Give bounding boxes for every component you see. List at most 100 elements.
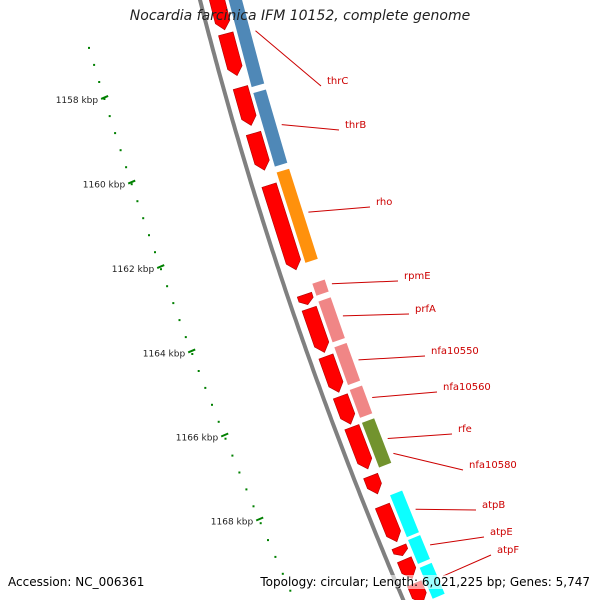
gene-feature — [227, 0, 266, 89]
ruler-dot — [130, 183, 133, 186]
gene-feature — [311, 278, 330, 297]
cds-arrow — [332, 393, 356, 425]
gene-feature — [317, 296, 347, 344]
cds-arrow — [218, 31, 243, 77]
tick-label: 1158 kbp — [56, 96, 99, 106]
cds-arrow — [245, 130, 270, 171]
ruler-dot — [204, 386, 207, 389]
ruler-dot — [217, 420, 220, 423]
genome-backbone — [197, 0, 406, 600]
tick-label: 1164 kbp — [143, 349, 186, 359]
ruler-dot — [125, 166, 128, 169]
gene-label: rfe — [458, 424, 472, 435]
cds-arrow — [318, 353, 344, 393]
cds-arrow — [261, 182, 301, 271]
gene-label: thrC — [327, 76, 348, 87]
ruler-dot — [197, 370, 200, 372]
major-tick — [156, 264, 165, 270]
gene-label: thrB — [345, 120, 366, 131]
ruler-dot — [119, 149, 122, 152]
ruler-dot — [166, 285, 169, 288]
ruler-dot — [245, 488, 248, 491]
major-tick — [220, 432, 229, 438]
major-tick — [187, 348, 196, 354]
gene-label: prfA — [415, 304, 436, 315]
cds-arrow — [397, 556, 417, 580]
backbone-layer — [197, 0, 406, 600]
gene-label: atpF — [497, 545, 519, 556]
gene-label: nfa10580 — [469, 460, 517, 471]
gene-feature — [406, 533, 432, 566]
ruler-dot — [108, 115, 111, 118]
ruler-dot — [289, 589, 292, 592]
gene-callout-line — [281, 124, 340, 131]
ruler-dot — [191, 353, 194, 355]
gene-callout-line — [308, 206, 371, 213]
ruler-dot — [281, 572, 284, 575]
gene-callout-line — [342, 313, 410, 317]
tick-label: 1162 kbp — [112, 265, 155, 275]
ruler-dot — [259, 522, 262, 525]
cds-layer — [209, 0, 427, 600]
ruler-dot — [178, 319, 181, 322]
cds-arrow — [344, 424, 373, 470]
cds-arrow — [209, 0, 231, 31]
ruler-dot — [224, 437, 227, 440]
ruler-dot — [136, 200, 139, 203]
cds-arrow — [391, 543, 409, 557]
ruler-dot — [93, 63, 96, 66]
ruler-dot — [160, 268, 162, 271]
ruler-dot — [142, 217, 145, 220]
ruler-dot — [184, 336, 187, 339]
cds-arrow — [363, 472, 382, 495]
ruler-dot — [114, 132, 117, 135]
ruler-dot — [231, 454, 234, 457]
ruler-dot — [267, 539, 269, 542]
cds-arrow — [375, 502, 401, 543]
gene-callout-line — [331, 280, 399, 285]
tick-label: 1160 kbp — [83, 181, 126, 191]
gene-feature — [275, 167, 320, 265]
gene-label: atpB — [482, 500, 505, 511]
gene-callout-line — [393, 452, 464, 471]
ruler-dot — [148, 234, 150, 237]
ruler-dot — [238, 471, 241, 474]
major-tick — [100, 94, 109, 100]
ruler-dot — [103, 98, 106, 100]
ruler-dot — [252, 505, 255, 508]
gene-callout-line — [255, 30, 322, 87]
gene-callout-line — [387, 433, 453, 439]
gene-feature — [348, 384, 374, 420]
gene-label: rho — [376, 197, 392, 208]
gene-callout-line — [372, 391, 438, 398]
tick-label: 1168 kbp — [211, 518, 254, 528]
ruler-dot — [88, 46, 90, 49]
major-tick — [127, 179, 136, 185]
tick-label: 1166 kbp — [176, 434, 219, 444]
accession-text: Accession: NC_006361 — [8, 575, 145, 589]
gene-label: nfa10560 — [443, 382, 491, 393]
map-title: Nocardia farcinica IFM 10152, complete g… — [129, 8, 471, 24]
gene-feature — [388, 489, 421, 539]
ruler-dot — [274, 555, 277, 558]
ruler-dot — [154, 251, 156, 254]
gene-callout-line — [430, 536, 485, 546]
gene-label: rpmE — [404, 271, 431, 282]
gene-layer — [227, 0, 446, 600]
ruler-dot — [172, 302, 175, 305]
tick-layer: 1158 kbp 1160 kbp 1162 kbp 1164 kbp 1166 kbp… — [56, 46, 292, 592]
gene-callout-line — [358, 355, 426, 361]
ruler-dot — [211, 403, 213, 406]
cds-arrow — [232, 85, 257, 126]
ruler-dot — [98, 81, 101, 83]
gene-feature — [252, 88, 289, 168]
major-tick — [255, 516, 264, 522]
gene-feature — [360, 416, 393, 469]
gene-callout-line — [442, 554, 492, 577]
gene-callout-line — [415, 508, 477, 511]
gene-label: nfa10550 — [431, 346, 479, 357]
gene-label: atpE — [490, 527, 513, 538]
cds-arrow — [296, 291, 314, 306]
genome-summary-text: Topology: circular; Length: 6,021,225 bp… — [260, 575, 590, 589]
